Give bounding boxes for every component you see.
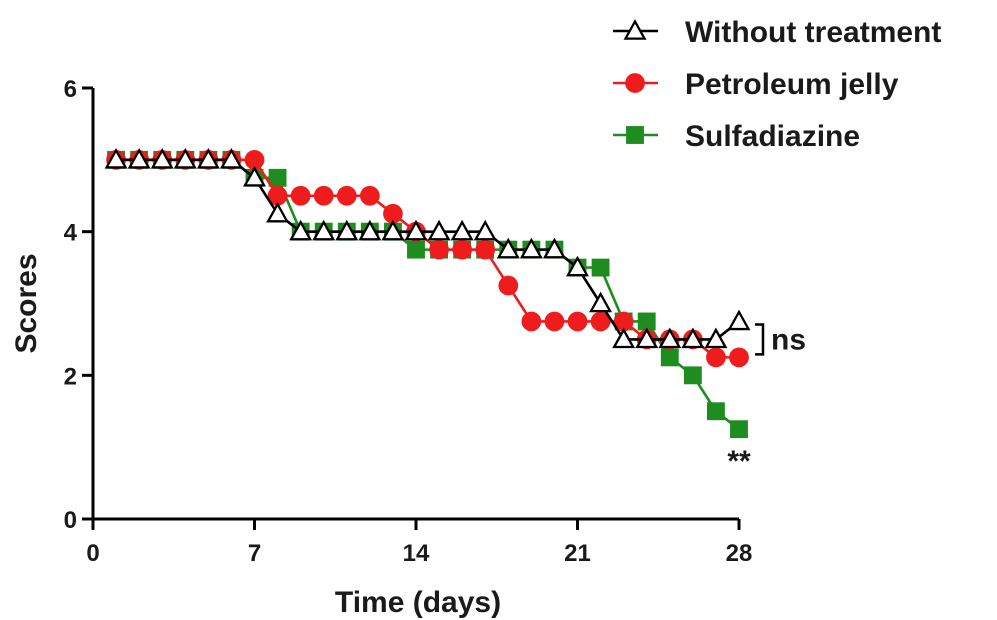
data-point-without-treatment: [704, 327, 728, 349]
data-point-sulfadiazine: [707, 402, 725, 421]
data-point-petroleum-jelly: [452, 239, 473, 260]
data-point-without-treatment: [127, 147, 151, 169]
x-tick-label: 21: [564, 540, 591, 567]
data-point-without-treatment: [289, 219, 313, 241]
legend-label-petroleum-jelly: Petroleum jelly: [685, 68, 899, 101]
data-point-petroleum-jelly: [590, 311, 611, 332]
data-point-without-treatment: [335, 219, 359, 241]
y-axis-title: Scores: [10, 253, 43, 353]
legend-item-without-treatment: Without treatment: [613, 16, 941, 49]
data-point-petroleum-jelly: [336, 185, 357, 206]
data-point-without-treatment: [358, 219, 382, 241]
x-axis-title: Time (days): [335, 586, 501, 619]
x-tick-label: 28: [726, 540, 753, 567]
data-point-without-treatment: [450, 219, 474, 241]
legend-label-without-treatment: Without treatment: [685, 16, 941, 49]
data-point-without-treatment: [542, 237, 566, 259]
y-tick-label: 0: [64, 507, 77, 534]
data-point-sulfadiazine: [407, 240, 425, 259]
legend-marker-sulfadiazine: [626, 126, 644, 144]
data-point-petroleum-jelly: [313, 185, 334, 206]
data-point-sulfadiazine: [268, 168, 287, 187]
data-point-without-treatment: [243, 165, 266, 187]
significance-annotation: **: [727, 445, 751, 478]
data-point-without-treatment: [404, 219, 428, 241]
x-tick-label: 0: [86, 540, 99, 567]
series-sulfadiazine: [107, 150, 748, 439]
x-tick-label: 14: [403, 540, 430, 567]
data-point-without-treatment: [612, 327, 636, 349]
ns-bracket: [755, 323, 765, 356]
legend-item-sulfadiazine: Sulfadiazine: [613, 120, 860, 153]
data-point-sulfadiazine: [591, 258, 610, 277]
data-point-sulfadiazine: [660, 348, 679, 367]
data-point-petroleum-jelly: [544, 311, 565, 332]
data-point-without-treatment: [219, 147, 243, 169]
legend-marker-without-treatment: [623, 19, 647, 40]
data-point-without-treatment: [727, 309, 751, 331]
data-point-petroleum-jelly: [475, 239, 496, 260]
data-point-without-treatment: [635, 327, 659, 349]
data-point-sulfadiazine: [683, 366, 702, 385]
x-tick-label: 7: [248, 540, 261, 567]
data-point-without-treatment: [266, 201, 290, 223]
y-tick-label: 2: [64, 363, 77, 390]
data-point-petroleum-jelly: [383, 203, 403, 224]
chart-series: [104, 147, 751, 439]
data-point-without-treatment: [427, 219, 451, 241]
data-point-petroleum-jelly: [429, 239, 449, 260]
legend-label-sulfadiazine: Sulfadiazine: [685, 120, 860, 153]
data-point-without-treatment: [519, 237, 543, 259]
data-point-petroleum-jelly: [706, 347, 726, 368]
data-point-without-treatment: [312, 219, 336, 241]
series-petroleum-jelly: [106, 149, 749, 368]
data-point-without-treatment: [566, 255, 589, 277]
data-point-petroleum-jelly: [498, 275, 519, 296]
data-point-without-treatment: [173, 147, 197, 169]
series-without-treatment: [104, 147, 751, 349]
data-point-petroleum-jelly: [567, 311, 588, 332]
data-point-sulfadiazine: [730, 420, 748, 439]
data-point-petroleum-jelly: [290, 185, 311, 206]
y-tick-label: 4: [64, 220, 78, 247]
legend-marker-petroleum-jelly: [625, 73, 645, 93]
data-point-petroleum-jelly: [359, 185, 380, 206]
y-tick-label: 6: [64, 76, 77, 103]
chart-legend: Without treatment Petroleum jelly Sulfadia…: [613, 16, 941, 153]
data-point-without-treatment: [658, 327, 682, 349]
data-point-without-treatment: [681, 327, 705, 349]
data-point-petroleum-jelly: [521, 311, 542, 332]
series-line-sulfadiazine: [116, 158, 740, 431]
data-point-petroleum-jelly: [267, 185, 288, 206]
data-point-petroleum-jelly: [613, 311, 634, 332]
chart-annotations: ns **: [727, 323, 806, 478]
data-point-petroleum-jelly: [729, 347, 749, 368]
data-point-without-treatment: [589, 291, 613, 313]
data-point-without-treatment: [196, 147, 220, 169]
ns-annotation: ns: [771, 323, 806, 356]
series-line-without-treatment: [116, 158, 740, 341]
data-point-without-treatment: [473, 219, 497, 241]
data-point-petroleum-jelly: [244, 149, 265, 170]
chart-axes: 0 2 4 6 0 7 14 21 28: [64, 76, 753, 567]
legend-item-petroleum-jelly: Petroleum jelly: [613, 68, 899, 101]
data-point-without-treatment: [496, 237, 520, 259]
data-point-sulfadiazine: [637, 312, 656, 331]
data-point-without-treatment: [381, 219, 405, 241]
data-point-without-treatment: [104, 147, 128, 169]
data-point-without-treatment: [150, 147, 174, 169]
